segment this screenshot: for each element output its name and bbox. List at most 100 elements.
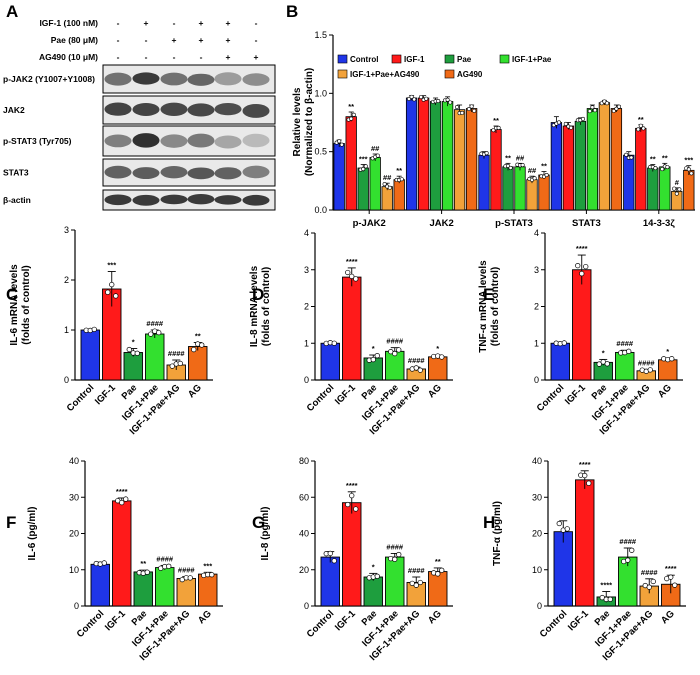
d-significance-label: #### <box>386 337 404 346</box>
e-significance-label: **** <box>576 244 588 253</box>
b-legend-swatch <box>337 69 348 79</box>
h-significance-label: **** <box>665 564 677 573</box>
blot-band <box>214 72 242 86</box>
blot-band <box>214 102 242 116</box>
d-x-tick-label: Control <box>305 382 337 414</box>
blot-band <box>104 165 132 179</box>
b-data-point <box>349 116 354 121</box>
b-data-point <box>636 127 641 132</box>
h-data-point <box>582 472 588 479</box>
f-y-tick-label: 40 <box>69 456 79 466</box>
b-data-point <box>520 163 525 168</box>
b-bar <box>562 125 575 211</box>
panel-h-tnfa-protein-chart: H 0 10 20 30 40 TNF-α (pg/ml) Control **** IGF-1 *… <box>483 456 686 663</box>
b-legend-label: IGF-1 <box>404 55 425 64</box>
b-x-tick-label: JAK2 <box>429 218 453 229</box>
treatment-sign: - <box>255 35 258 45</box>
b-data-point <box>448 100 453 105</box>
b-data-point <box>337 139 342 144</box>
b-legend-label: Pae <box>457 55 472 64</box>
e-data-point <box>583 263 589 270</box>
d-y-tick-label: 1 <box>304 338 309 348</box>
c-data-point <box>177 360 183 367</box>
g-y-tick-label: 20 <box>299 565 309 575</box>
b-bar <box>345 116 357 211</box>
f-significance-label: *** <box>203 561 212 570</box>
b-data-point <box>614 106 619 111</box>
b-significance-label: *** <box>684 156 693 165</box>
b-data-point <box>484 151 489 156</box>
blot-band <box>242 73 270 86</box>
b-data-point <box>590 105 595 110</box>
blot-band <box>214 195 242 205</box>
b-data-point <box>399 177 404 182</box>
blot-band <box>160 102 188 116</box>
g-significance-label: #### <box>408 566 426 575</box>
b-data-point <box>580 116 585 121</box>
c-data-point <box>199 342 205 348</box>
b-bar <box>574 120 587 211</box>
treatment-sign: - <box>145 35 148 45</box>
b-bar <box>659 166 671 211</box>
d-data-point <box>353 276 359 282</box>
b-bar <box>357 167 369 211</box>
treatment-sign: - <box>117 18 120 28</box>
b-data-point <box>660 167 665 172</box>
e-bar <box>658 359 678 381</box>
g-bar <box>428 571 448 607</box>
b-bar <box>598 102 611 211</box>
blot-label: β-actin <box>3 195 31 205</box>
g-bar <box>320 556 340 607</box>
h-data-point <box>564 526 570 532</box>
f-bar <box>133 571 153 607</box>
c-data-point <box>134 350 140 356</box>
b-bar <box>393 179 405 211</box>
f-bar <box>112 500 132 607</box>
b-bar <box>550 122 563 211</box>
blot-band <box>242 165 270 179</box>
panel-f-il6-protein-chart: F 0 10 20 30 40 IL-6 (pg/ml) Control **** IGF-1 **… <box>6 456 223 663</box>
blot-label: JAK2 <box>3 105 25 115</box>
b-y-axis-title: Relative levels(Normalized to β-actin) <box>292 68 315 176</box>
h-y-tick-label: 0 <box>537 601 542 611</box>
b-data-point <box>641 126 646 131</box>
f-y-axis-title: IL-6 (pg/ml) <box>27 507 38 561</box>
d-y-axis-title: IL-8 mRNA levels(folds of control) <box>249 265 272 347</box>
blot-band <box>187 167 215 180</box>
panel-label-a: A <box>6 2 18 21</box>
g-data-point <box>413 582 419 588</box>
treatment-sign: + <box>172 35 177 45</box>
blot-band <box>104 72 132 86</box>
d-data-point <box>413 365 419 371</box>
g-data-point <box>327 550 333 557</box>
d-x-tick-label: IGF-1 <box>333 382 358 407</box>
g-data-point <box>331 558 337 564</box>
b-data-point <box>436 98 441 103</box>
c-bar <box>80 329 100 381</box>
blot-band <box>242 133 270 148</box>
d-data-point <box>374 353 380 359</box>
e-y-tick-label: 4 <box>534 228 539 238</box>
e-data-point <box>561 340 567 346</box>
c-significance-label: #### <box>146 319 164 328</box>
b-bar <box>502 166 514 211</box>
f-x-tick-label: AG <box>196 608 214 626</box>
blot-band <box>214 135 242 149</box>
f-bar <box>176 578 196 607</box>
c-y-tick-label: 1 <box>64 325 69 335</box>
c-data-point <box>169 363 175 369</box>
d-data-point <box>331 340 337 346</box>
g-data-point <box>353 506 359 512</box>
g-data-point <box>435 571 441 577</box>
e-data-point <box>575 263 581 269</box>
blot-band <box>132 133 160 148</box>
b-bar <box>635 127 647 211</box>
treatment-sign: - <box>117 52 120 62</box>
b-data-point <box>454 105 459 110</box>
b-data-point <box>508 165 513 170</box>
b-data-point <box>568 125 573 130</box>
b-bar <box>526 179 538 211</box>
d-y-tick-label: 0 <box>304 375 309 385</box>
blot-band <box>132 102 160 116</box>
